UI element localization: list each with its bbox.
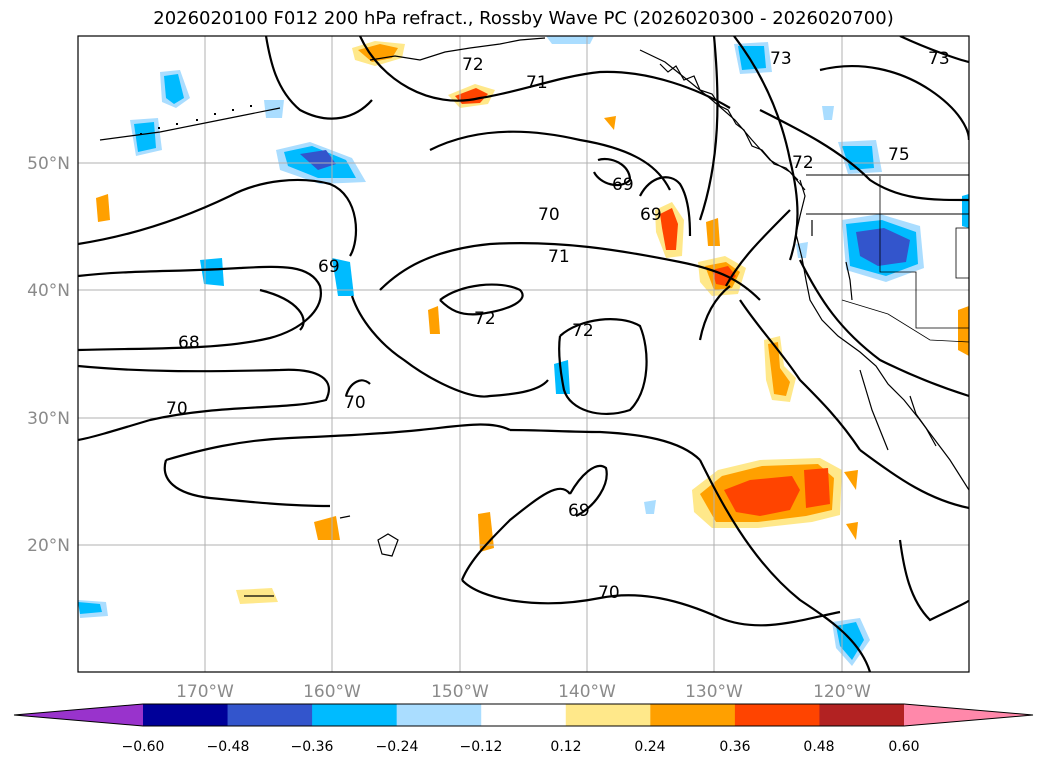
lon-label-160w: 160°W xyxy=(303,682,361,702)
contour-label: 73 xyxy=(770,49,792,69)
colorbar-tick-label: −0.48 xyxy=(207,739,250,755)
map-title: 2026020100 F012 200 hPa refract., Rossby… xyxy=(153,8,894,29)
colorbar-segment xyxy=(396,704,482,726)
colorbar-tick-label: −0.60 xyxy=(122,739,165,755)
lat-label-40n: 40°N xyxy=(27,281,70,301)
colorbar-segment xyxy=(819,704,905,726)
contour-label: 75 xyxy=(888,145,910,165)
lat-label-30n: 30°N xyxy=(27,409,70,429)
contour-label: 71 xyxy=(526,73,548,93)
contour-label: 72 xyxy=(474,309,496,329)
lon-label-150w: 150°W xyxy=(431,682,489,702)
colorbar-tick-label: 0.12 xyxy=(550,739,581,755)
colorbar-tick-label: 0.60 xyxy=(888,739,919,755)
refractivity-contours xyxy=(78,36,969,672)
colorbar-segment xyxy=(481,704,567,726)
lat-label-20n: 20°N xyxy=(27,536,70,556)
colorbar-segment xyxy=(227,704,313,726)
colorbar-tick-label: −0.24 xyxy=(376,739,419,755)
contour-label: 68 xyxy=(178,333,200,353)
latitude-labels: 50°N 40°N 30°N 20°N xyxy=(27,154,70,556)
colorbar-tick-labels: −0.60 −0.48 −0.36 −0.24 −0.12 0.12 0.24 … xyxy=(122,739,920,755)
colorbar-tick-label: 0.36 xyxy=(719,739,750,755)
gridlines xyxy=(78,36,969,672)
colorbar: −0.60 −0.48 −0.36 −0.24 −0.12 0.12 0.24 … xyxy=(13,703,1034,755)
contour-label: 70 xyxy=(166,399,188,419)
colorbar-tick-label: −0.12 xyxy=(460,739,503,755)
contour-label: 73 xyxy=(928,49,950,69)
colorbar-extend-high xyxy=(904,704,1033,726)
contour-labels: 72 71 73 73 75 72 69 69 70 71 69 68 72 7… xyxy=(166,49,950,603)
contour-label: 71 xyxy=(548,247,570,267)
lon-label-120w: 120°W xyxy=(813,682,871,702)
contour-label: 69 xyxy=(640,205,662,225)
colorbar-outline xyxy=(13,703,1034,727)
contour-label: 70 xyxy=(538,205,560,225)
contour-label: 70 xyxy=(344,393,366,413)
lat-label-50n: 50°N xyxy=(27,154,70,174)
colorbar-segments xyxy=(14,704,1033,726)
contour-label: 69 xyxy=(612,175,634,195)
contour-label: 69 xyxy=(318,257,340,277)
colorbar-segment xyxy=(565,704,651,726)
colorbar-extend-low xyxy=(14,704,143,726)
contour-label: 72 xyxy=(572,321,594,341)
colorbar-segment xyxy=(734,704,820,726)
contour-label: 72 xyxy=(462,55,484,75)
contour-label: 69 xyxy=(568,501,590,521)
lon-label-140w: 140°W xyxy=(558,682,616,702)
contour-label: 72 xyxy=(792,153,814,173)
colorbar-tick-label: 0.24 xyxy=(634,739,665,755)
longitude-labels: 170°W 160°W 150°W 140°W 130°W 120°W xyxy=(176,682,871,702)
colorbar-tick-label: −0.36 xyxy=(291,739,334,755)
colorbar-tick-label: 0.48 xyxy=(803,739,834,755)
colorbar-segment xyxy=(312,704,398,726)
colorbar-segment xyxy=(143,704,229,726)
contour-label: 70 xyxy=(598,583,620,603)
colorbar-segment xyxy=(650,704,736,726)
lon-label-130w: 130°W xyxy=(685,682,743,702)
lon-label-170w: 170°W xyxy=(176,682,234,702)
map-frame xyxy=(77,35,970,673)
